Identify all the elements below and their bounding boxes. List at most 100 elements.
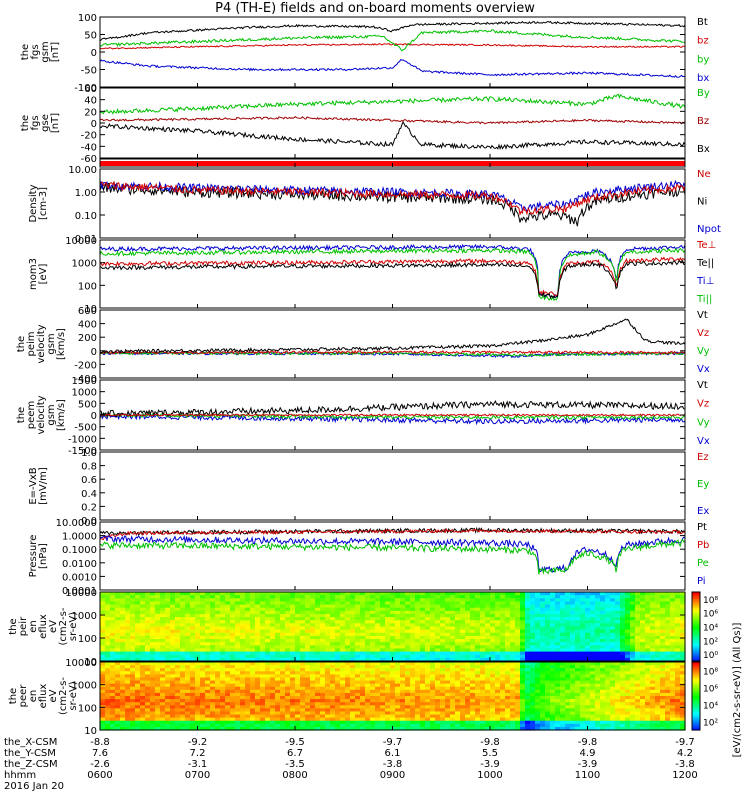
spectrogram-cell [610,665,616,669]
spectrogram-cell [325,726,331,731]
spectrogram-cell [550,613,556,618]
spectrogram-cell [250,595,256,599]
spectrogram-cell [445,696,451,700]
spectrogram-cell [400,680,406,685]
spectrogram-cell [130,623,136,628]
spectrogram-cell [380,686,386,691]
spectrogram-cell [270,654,276,659]
spectrogram-cell [590,623,596,628]
spectrogram-cell [140,623,146,628]
spectrogram-cell [190,720,196,725]
spectrogram-cell [595,692,601,697]
spectrogram-cell [490,657,496,662]
spectrogram-cell [590,620,596,624]
spectrogram-cell [435,613,441,618]
spectrogram-cell [230,645,236,650]
spectrogram-cell [550,635,556,640]
spectrogram-cell [220,632,226,637]
spectrogram-cell [400,629,406,634]
spectrogram-cell [110,592,116,596]
spectrogram-cell [155,623,161,628]
spectrogram-cell [325,632,331,637]
spectrogram-cell [615,683,621,688]
spectrogram-cell [400,595,406,599]
spectrogram-cell [590,617,596,621]
spectrogram-cell [365,689,371,694]
spectrogram-cell [430,623,436,628]
spectrogram-cell [450,598,456,603]
spectrogram-cell [360,726,366,731]
spectrogram-cell [275,720,281,725]
spectrogram-cell [595,598,601,603]
spectrogram-cell [405,696,411,700]
spectrogram-cell [280,699,286,703]
spectrogram-cell [325,651,331,656]
spectrogram-cell [665,604,671,609]
spectrogram-cell [345,671,351,675]
spectrogram-cell [655,639,661,643]
spectrogram-cell [295,654,301,659]
spectrogram-cell [165,610,171,615]
spectrogram-cell [235,645,241,650]
spectrogram-cell [320,711,326,716]
spectrogram-cell [505,657,511,662]
spectrogram-cell [415,714,421,719]
spectrogram-cell [480,671,486,675]
spectrogram-cell [250,692,256,697]
spectrogram-cell [580,674,586,679]
spectrogram-cell [105,654,111,659]
spectrogram-cell [475,692,481,697]
spectrogram-cell [145,626,151,631]
spectrogram-cell [200,714,206,719]
spectrogram-cell [360,620,366,624]
spectrogram-cell [365,651,371,656]
spectrogram-cell [310,607,316,612]
spectrogram-cell [640,657,646,662]
spectrogram-cell [550,699,556,703]
spectrogram-cell [525,651,531,656]
spectrogram-cell [620,671,626,675]
spectrogram-cell [395,595,401,599]
spectrogram-cell [415,702,421,706]
spectrogram-cell [335,592,341,596]
spectrogram-cell [600,623,606,628]
spectrogram-cell [570,607,576,612]
spectrogram-cell [620,699,626,703]
spectrogram-cell [190,696,196,700]
spectrogram-cell [495,677,501,682]
spectrogram-cell [540,626,546,631]
spectrogram-cell [215,642,221,646]
spectrogram-cell [615,720,621,725]
spectrogram-cell [125,654,131,659]
spectrogram-cell [680,651,686,656]
spectrogram-cell [440,711,446,716]
spectrogram-cell [340,601,346,606]
spectrogram-cell [195,723,201,728]
spectrogram-cell [580,705,586,709]
spectrogram-cell [590,726,596,731]
spectrogram-cell [365,662,371,666]
spectrogram-cell [345,680,351,685]
spectrogram-cell [550,671,556,675]
spectrogram-cell [325,610,331,615]
spectrogram-cell [210,651,216,656]
spectrogram-cell [520,651,526,656]
spectrogram-cell [465,723,471,728]
spectrogram-cell [510,720,516,725]
spectrogram-cell [245,629,251,634]
spectrogram-cell [600,699,606,703]
spectrogram-cell [315,598,321,603]
spectrogram-cell [570,610,576,615]
spectrogram-cell [540,598,546,603]
spectrogram-cell [625,692,631,697]
spectrogram-cell [385,607,391,612]
spectrogram-cell [575,617,581,621]
spectrogram-cell [405,595,411,599]
spectrogram-cell [510,705,516,709]
spectrogram-cell [305,668,311,672]
spectrogram-cell [220,604,226,609]
spectrogram-cell [600,654,606,659]
spectrogram-cell [610,645,616,650]
spectrogram-cell [370,617,376,621]
spectrogram-cell [385,717,391,722]
